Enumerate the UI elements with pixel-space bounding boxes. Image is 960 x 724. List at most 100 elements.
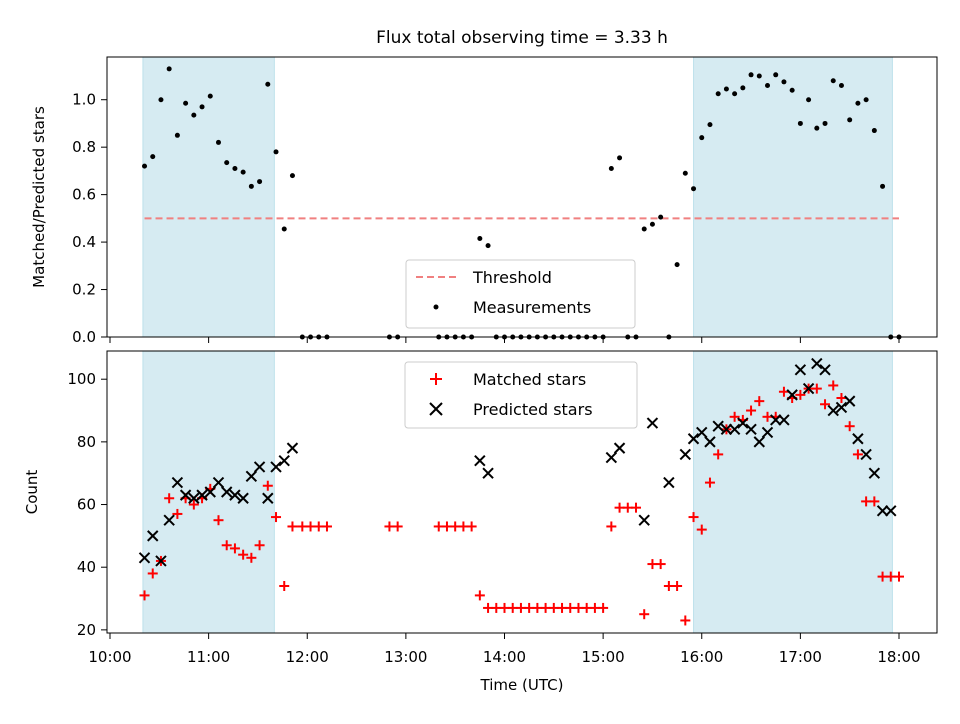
matched-star-marker bbox=[820, 399, 831, 410]
measurement-point bbox=[191, 112, 197, 118]
ratio-y-tick-label: 0.2 bbox=[72, 281, 96, 299]
matched-star-marker bbox=[680, 615, 691, 626]
predicted-star-marker bbox=[852, 433, 864, 445]
matched-star-marker bbox=[287, 521, 298, 532]
measurement-point bbox=[183, 100, 189, 106]
matched-star-marker bbox=[139, 590, 150, 601]
predicted-star-marker bbox=[482, 467, 494, 479]
measurement-point bbox=[257, 179, 263, 185]
measurement-point bbox=[723, 86, 729, 92]
ratio-legend: Threshold Measurements bbox=[405, 259, 636, 329]
predicted-star-marker bbox=[278, 454, 290, 467]
matched-star-marker bbox=[696, 524, 707, 535]
legend-measurement-swatch bbox=[433, 304, 439, 310]
predicted-star-marker bbox=[613, 442, 626, 454]
x-tick-label: 16:00 bbox=[680, 648, 723, 666]
count-y-axis-label: Count bbox=[23, 470, 41, 515]
predicted-star-marker bbox=[212, 476, 225, 489]
measurement-point bbox=[806, 97, 812, 103]
matched-star-marker bbox=[754, 396, 765, 407]
chart-title: Flux total observing time = 3.33 h bbox=[376, 28, 668, 48]
measurement-point bbox=[150, 154, 156, 160]
predicted-star-marker bbox=[220, 486, 233, 498]
matched-star-marker bbox=[795, 389, 806, 400]
predicted-star-marker bbox=[802, 382, 815, 395]
measurement-point bbox=[281, 226, 287, 232]
count-legend: Matched stars Predicted stars bbox=[404, 361, 638, 429]
measurement-point bbox=[789, 87, 795, 93]
matched-star-marker bbox=[729, 411, 740, 422]
ratio-panel: 0.0 0.2 0.4 0.6 0.8 1.0 Matched/Predicted sta… bbox=[30, 56, 938, 346]
predicted-star-marker bbox=[843, 395, 856, 407]
measurement-point bbox=[732, 91, 738, 97]
measurement-point bbox=[756, 73, 762, 79]
predicted-star-marker bbox=[155, 555, 167, 567]
count-y-tick-label: 100 bbox=[67, 370, 96, 388]
measurement-point bbox=[781, 79, 787, 85]
matched-star-marker bbox=[229, 543, 240, 554]
predicted-star-marker bbox=[860, 448, 872, 461]
predicted-star-marker bbox=[262, 492, 274, 504]
x-tick-label: 13:00 bbox=[384, 648, 427, 666]
matched-star-marker bbox=[844, 421, 855, 432]
measurement-point bbox=[232, 166, 238, 172]
measurement-point bbox=[240, 169, 246, 175]
matched-star-marker bbox=[894, 571, 904, 582]
matched-star-marker bbox=[869, 496, 880, 507]
predicted-star-marker bbox=[253, 461, 266, 473]
matched-star-marker bbox=[213, 515, 224, 526]
ratio-y-axis-label: Matched/Predicted stars bbox=[30, 106, 48, 288]
x-tick-label: 10:00 bbox=[88, 648, 131, 666]
predicted-star-marker bbox=[876, 505, 889, 517]
matched-star-marker bbox=[746, 405, 757, 416]
matched-star-marker bbox=[778, 386, 789, 397]
predicted-star-marker bbox=[687, 433, 700, 445]
measurement-point bbox=[838, 82, 844, 88]
legend-predicted-swatch bbox=[429, 402, 443, 416]
measurement-point bbox=[699, 135, 705, 141]
matched-star-marker bbox=[598, 602, 609, 613]
measurement-point bbox=[215, 139, 221, 145]
predicted-star-marker bbox=[171, 476, 184, 489]
predicted-star-marker bbox=[237, 492, 249, 504]
measurement-point bbox=[773, 72, 779, 78]
measurement-point bbox=[822, 120, 828, 126]
predicted-star-marker bbox=[163, 514, 175, 526]
measurement-point bbox=[166, 66, 172, 72]
predicted-star-marker bbox=[229, 489, 241, 501]
predicted-star-marker bbox=[474, 454, 486, 467]
matched-star-marker bbox=[688, 512, 699, 523]
matched-star-marker bbox=[828, 380, 839, 391]
x-tick-label: 15:00 bbox=[582, 648, 625, 666]
predicted-star-marker bbox=[646, 417, 659, 429]
matched-star-marker bbox=[466, 521, 477, 532]
measurement-point bbox=[765, 82, 770, 88]
matched-star-marker bbox=[188, 499, 199, 510]
shaded-region bbox=[693, 56, 893, 338]
measurement-point bbox=[142, 163, 148, 169]
legend-predicted-label: Predicted stars bbox=[473, 400, 593, 419]
legend-threshold-label: Threshold bbox=[472, 268, 552, 287]
ratio-y-tick-label: 0.0 bbox=[72, 328, 96, 346]
matched-star-marker bbox=[254, 540, 265, 551]
measurement-point bbox=[608, 166, 614, 172]
predicted-star-marker bbox=[770, 414, 782, 426]
measurement-point bbox=[224, 160, 230, 166]
matched-star-marker bbox=[238, 549, 249, 560]
x-tick-label: 14:00 bbox=[483, 648, 526, 666]
shaded-region bbox=[142, 350, 275, 634]
predicted-star-marker bbox=[794, 364, 807, 376]
x-tick-label: 12:00 bbox=[286, 648, 329, 666]
measurement-point bbox=[477, 236, 483, 242]
measurement-point bbox=[797, 120, 803, 126]
measurement-point bbox=[207, 93, 213, 99]
measurement-point bbox=[265, 81, 271, 87]
measurement-point bbox=[289, 173, 295, 179]
x-tick-label: 11:00 bbox=[187, 648, 230, 666]
measurement-point bbox=[871, 128, 877, 134]
measurement-point bbox=[641, 226, 647, 232]
predicted-star-marker bbox=[204, 486, 216, 498]
predicted-star-marker bbox=[147, 530, 159, 542]
count-y-tick-label: 20 bbox=[77, 621, 96, 639]
